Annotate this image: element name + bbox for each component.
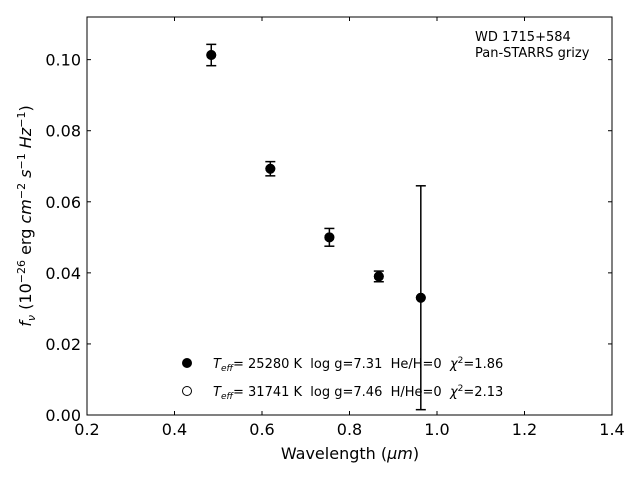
y-tick-label-2: 0.04 — [45, 264, 81, 283]
x-tick-label-1: 0.4 — [162, 420, 187, 439]
y-tick-label-5: 0.10 — [45, 51, 81, 70]
legend: Teff= 25280 K log g=7.31 He/H=0 χ2=1.86 … — [182, 356, 503, 402]
x-tick-label-4: 1.0 — [424, 420, 449, 439]
y-tick-label-4: 0.08 — [45, 122, 81, 141]
axis-ticks: 0.2 0.4 0.6 0.8 1.0 1.2 1.4 0.00 0.02 0.04 0.06 0.0… — [45, 17, 625, 439]
model-point-open-3 — [373, 271, 384, 282]
legend-entry-2: Teff= 31741 K log g=7.46 H/He=0 χ2=2.13 — [182, 384, 503, 402]
x-tick-label-5: 1.2 — [512, 420, 537, 439]
data-markers — [206, 50, 426, 303]
annotation-object: WD 1715+584 — [475, 30, 571, 45]
x-tick-label-2: 0.6 — [249, 420, 274, 439]
legend-marker-filled — [182, 358, 192, 368]
legend-marker-open — [182, 386, 192, 396]
legend-label-1: Teff= 25280 K log g=7.31 He/H=0 χ2=1.86 — [213, 356, 503, 374]
model-point-open-0 — [206, 50, 217, 61]
annotation-survey: Pan-STARRS grizy — [475, 46, 590, 61]
y-tick-label-1: 0.02 — [45, 335, 81, 354]
legend-label-2: Teff= 31741 K log g=7.46 H/He=0 χ2=2.13 — [213, 384, 503, 402]
legend-entry-1: Teff= 25280 K log g=7.31 He/H=0 χ2=1.86 — [182, 356, 503, 374]
plot-frame — [86, 16, 613, 416]
y-axis-title: fν (10−26 erg cm−2 s−1 Hz−1) — [15, 105, 38, 326]
model-point-open-2 — [324, 232, 335, 243]
model-point-open-1 — [265, 163, 276, 174]
x-tick-label-3: 0.8 — [337, 420, 362, 439]
x-tick-label-6: 1.4 — [599, 420, 624, 439]
x-tick-label-0: 0.2 — [74, 420, 99, 439]
model-point-open-4 — [415, 292, 426, 303]
x-axis-title: Wavelength (μm) — [281, 444, 419, 463]
y-tick-label-3: 0.06 — [45, 193, 81, 212]
y-tick-label-0: 0.00 — [45, 406, 81, 425]
